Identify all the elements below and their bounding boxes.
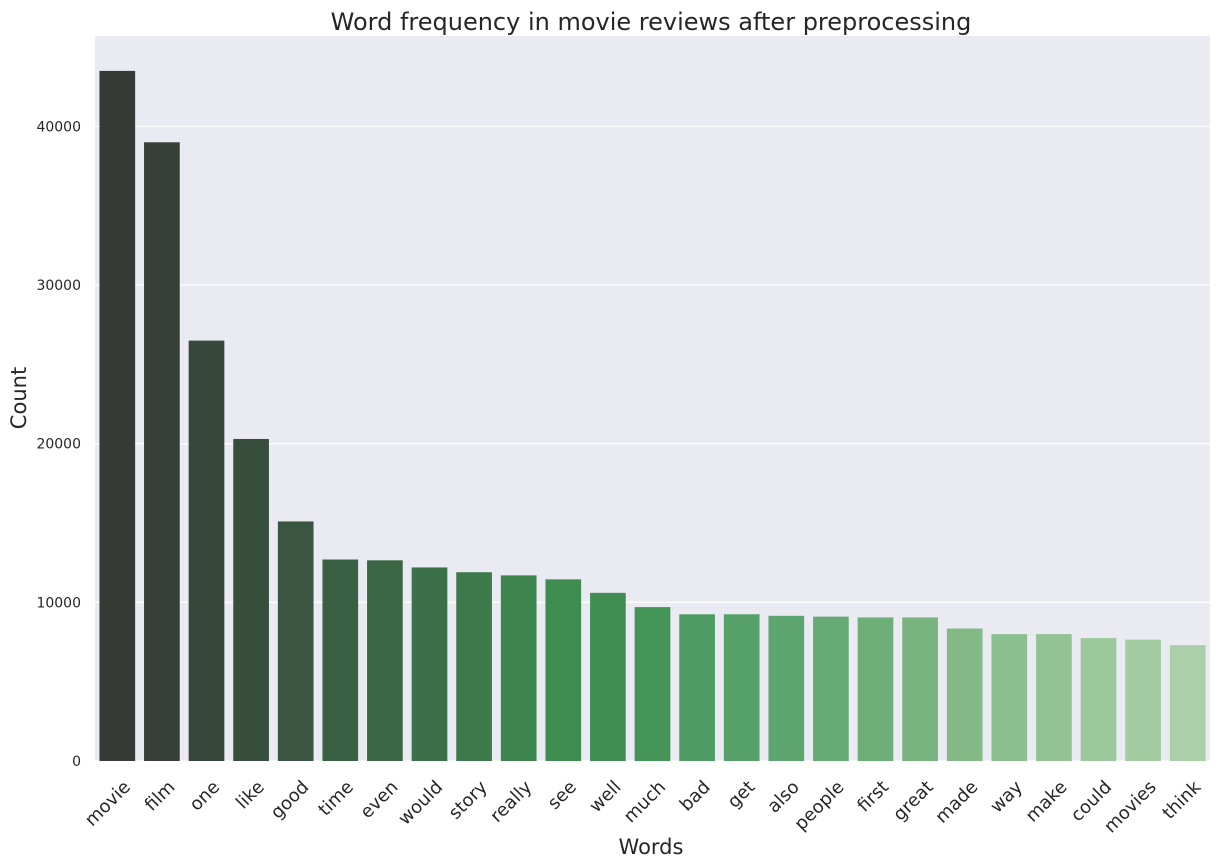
chart-title: Word frequency in movie reviews after pr… xyxy=(331,8,972,36)
bar-get xyxy=(723,614,760,761)
bar-made xyxy=(946,628,983,761)
x-tick-label-time: time xyxy=(314,777,358,821)
x-tick-label-get: get xyxy=(724,777,760,813)
y-ticks: 0 10000 20000 30000 40000 xyxy=(36,119,81,770)
bar-way xyxy=(991,634,1028,761)
x-tick-label-really: really xyxy=(486,776,536,826)
y-axis-label: Count xyxy=(7,367,31,429)
bar-film xyxy=(144,142,180,762)
bar-even xyxy=(367,560,403,761)
x-tick-label-see: see xyxy=(544,777,581,814)
bar-like xyxy=(233,438,269,761)
y-tick-label: 10000 xyxy=(36,595,81,611)
bar-really xyxy=(500,575,537,761)
bar-bad xyxy=(679,614,715,761)
x-tick-label-make: make xyxy=(1022,777,1072,827)
bar-good xyxy=(277,521,314,761)
x-tick-label-one: one xyxy=(186,777,225,816)
y-tick-label: 0 xyxy=(72,754,81,770)
x-tick-label-great: great xyxy=(889,777,938,826)
x-tick-label-movie: movie xyxy=(81,777,135,831)
bars xyxy=(99,70,1206,762)
x-tick-label-made: made xyxy=(931,777,982,828)
x-tick-label-like: like xyxy=(232,777,269,814)
x-tick-label-story: story xyxy=(445,776,492,823)
bar-first xyxy=(857,617,894,761)
x-tick-label-good: good xyxy=(267,777,314,824)
bar-story xyxy=(456,572,492,761)
x-tick-label-would: would xyxy=(394,777,447,830)
bar-one xyxy=(188,340,225,761)
bar-much xyxy=(634,607,671,761)
bar-also xyxy=(768,615,805,761)
bar-see xyxy=(545,579,582,761)
x-tick-label-people: people xyxy=(790,777,848,835)
bar-great xyxy=(902,617,938,761)
x-tick-label-think: think xyxy=(1158,776,1205,823)
x-tick-label-bad: bad xyxy=(676,777,715,816)
x-tick-label-first: first xyxy=(853,777,893,817)
bar-people xyxy=(813,616,849,761)
y-tick-label: 30000 xyxy=(36,278,81,294)
bar-could xyxy=(1080,638,1117,761)
y-tick-label: 20000 xyxy=(36,437,81,453)
bar-well xyxy=(590,592,626,761)
bar-think xyxy=(1169,645,1206,761)
y-tick-label: 40000 xyxy=(36,119,81,135)
x-axis-label: Words xyxy=(619,835,684,859)
bar-make xyxy=(1036,634,1072,761)
x-tick-label-much: much xyxy=(620,777,670,827)
bar-would xyxy=(411,567,448,761)
bar-movies xyxy=(1125,639,1161,761)
x-tick-label-film: film xyxy=(141,777,180,816)
bar-time xyxy=(322,559,359,761)
x-tick-label-well: well xyxy=(585,777,625,817)
bar-movie xyxy=(99,70,136,761)
